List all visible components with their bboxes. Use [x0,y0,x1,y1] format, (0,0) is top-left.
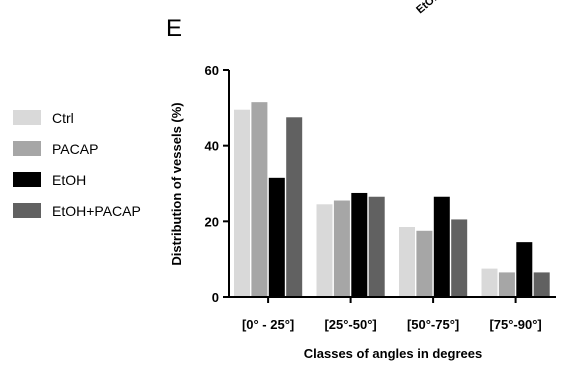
x-tick-label: [0° - 25°] [242,317,294,332]
bars [234,102,550,298]
y-tick-label: 0 [212,290,219,305]
bar [399,227,415,297]
y-tick-label: 20 [205,214,219,229]
bar [251,102,268,298]
bar [368,196,385,297]
x-axis-ticks: [0° - 25°] [25°-50°] [50°-75°] [75°-90°] [242,297,542,332]
legend-label: EtOH [52,172,86,188]
bar [286,117,303,298]
x-axis-title: Classes of angles in degrees [304,346,482,361]
legend-swatch [13,172,41,187]
y-tick-label: 40 [205,139,219,154]
legend-swatch [13,203,41,218]
bar [333,200,350,297]
bar [316,204,333,297]
bar [498,272,515,297]
legend: Ctrl PACAP EtOH EtOH+PACAP [13,110,141,219]
legend-label: PACAP [52,141,98,157]
cropped-top-label: EtOH+ [414,0,448,16]
legend-swatch [13,110,41,125]
panel-letter: E [166,15,182,42]
legend-label: EtOH+PACAP [52,203,141,219]
x-tick-label: [25°-50°] [324,317,376,332]
bar [234,109,250,297]
bar [268,177,285,297]
y-axis-ticks: 0 20 40 60 [205,63,229,305]
bar [351,192,368,297]
plot-area: 0 20 40 60 [0° - 25°] [25°-50°] [50°-75°] [75°… [205,63,556,332]
bar [516,242,533,297]
y-tick-label: 60 [205,63,219,78]
bar [451,219,468,297]
y-axis-title: Distribution of vessels (%) [169,102,184,265]
bar [533,272,550,297]
bar [433,196,450,297]
bar [416,230,433,297]
legend-label: Ctrl [52,110,74,126]
legend-swatch [13,141,41,156]
x-tick-label: [75°-90°] [489,317,541,332]
bar [481,268,498,297]
x-tick-label: [50°-75°] [407,317,459,332]
